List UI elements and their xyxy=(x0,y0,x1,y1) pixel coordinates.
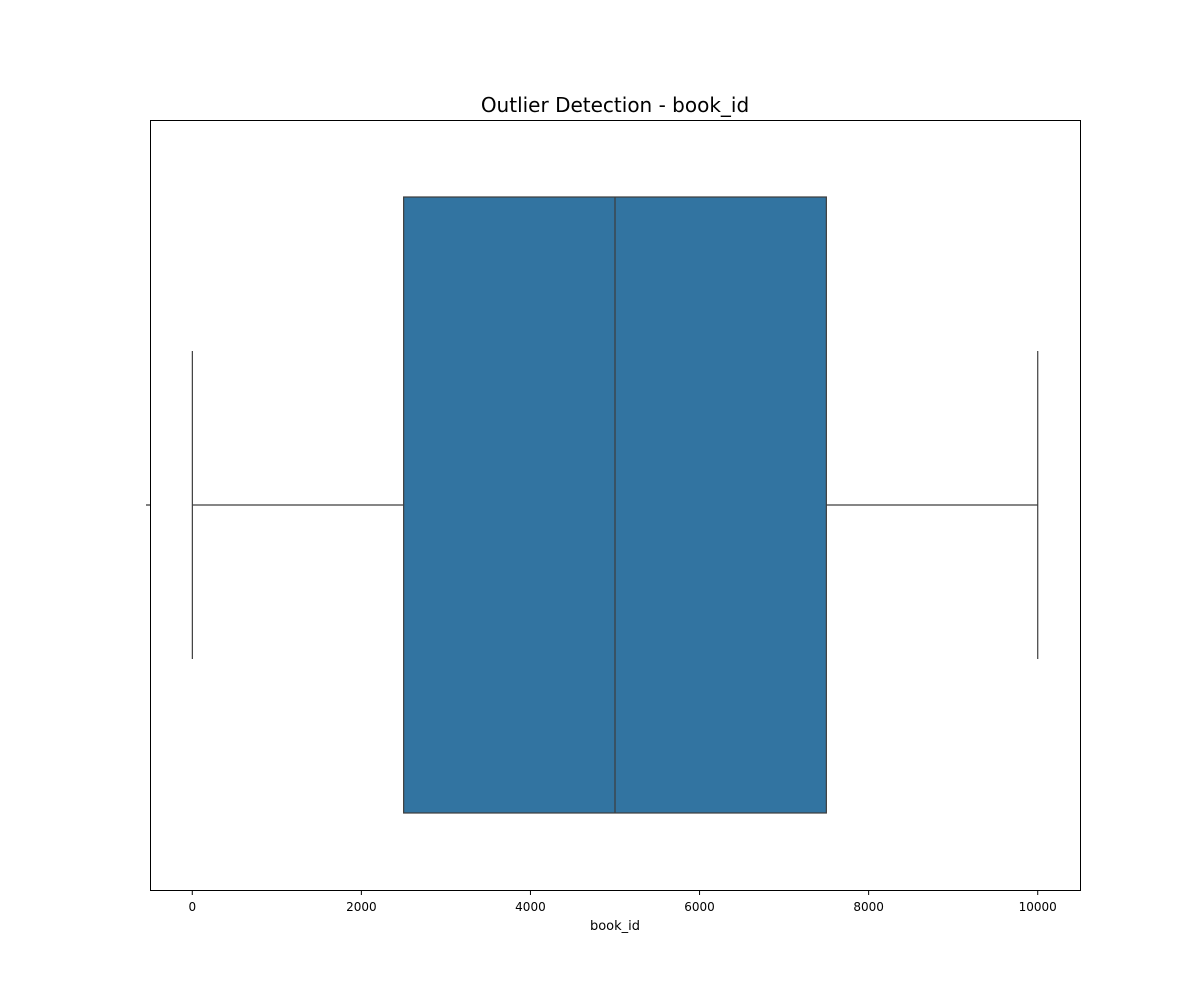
x-tick-label: 2000 xyxy=(346,900,377,914)
x-tick-label: 8000 xyxy=(853,900,884,914)
x-tick-label: 0 xyxy=(188,900,196,914)
x-axis-label: book_id xyxy=(590,919,640,934)
chart-title: Outlier Detection - book_id xyxy=(481,93,749,117)
box-plot-marks xyxy=(191,196,1039,814)
x-tick-label: 4000 xyxy=(515,900,546,914)
x-axis-ticks: 0 2000 4000 6000 8000 10000 xyxy=(188,890,1057,914)
x-tick-label: 6000 xyxy=(684,900,715,914)
plot-frame xyxy=(150,120,1081,891)
x-tick-label: 10000 xyxy=(1019,900,1057,914)
